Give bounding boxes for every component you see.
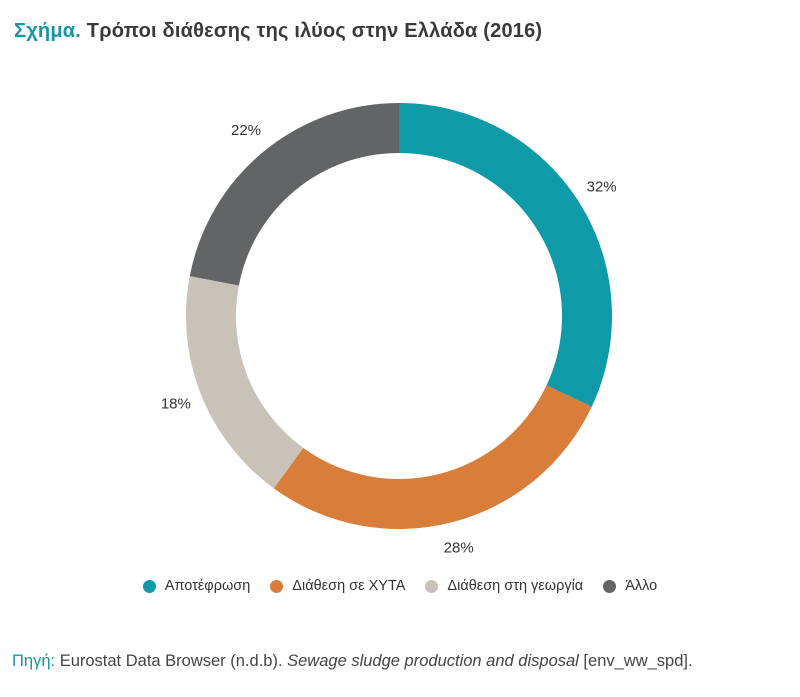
- chart-title-prefix: Σχήμα.: [14, 20, 82, 42]
- chart-title-text: Τρόποι διάθεσης της ιλύος στην Ελλάδα (2…: [86, 20, 543, 42]
- legend-item-incineration: Αποτέφρωση: [142, 578, 251, 594]
- legend-item-landfill: Διάθεση σε ΧΥΤΑ: [270, 578, 405, 594]
- chart-title: Σχήμα. Τρόποι διάθεσης της ιλύος στην Ελ…: [14, 20, 542, 43]
- donut-slice-incineration: [399, 103, 612, 407]
- legend-label-other: Άλλο: [625, 578, 658, 594]
- legend-label-incineration: Αποτέφρωση: [164, 578, 251, 594]
- legend-swatch-landfill: [270, 579, 284, 593]
- donut-slice-other: [189, 103, 399, 286]
- source-label: Πηγή:: [12, 652, 56, 670]
- source-code: [env_ww_spd].: [578, 652, 693, 670]
- source-text: Eurostat Data Browser (n.d.b).: [55, 652, 288, 670]
- data-label-other: 22%: [231, 122, 261, 139]
- legend-item-other: Άλλο: [603, 578, 657, 594]
- data-label-landfill: 28%: [444, 539, 474, 556]
- legend-label-agriculture: Διάθεση στη γεωργία: [447, 578, 584, 594]
- legend-swatch-agriculture: [425, 579, 439, 593]
- legend-label-landfill: Διάθεση σε ΧΥΤΑ: [292, 578, 406, 594]
- source-note: Πηγή: Eurostat Data Browser (n.d.b). Sew…: [12, 652, 693, 671]
- chart-legend: Αποτέφρωση Διάθεση σε ΧΥΤΑ Διάθεση στη γ…: [0, 578, 800, 594]
- legend-swatch-other: [603, 579, 617, 593]
- data-label-incineration: 32%: [587, 178, 617, 195]
- donut-slice-landfill: [273, 385, 592, 529]
- donut-slice-agriculture: [185, 276, 304, 489]
- source-title: Sewage sludge production and disposal: [287, 652, 579, 670]
- donut-chart: 32% 28% 18% 22%: [161, 103, 617, 556]
- legend-item-agriculture: Διάθεση στη γεωργία: [425, 578, 583, 594]
- legend-swatch-incineration: [142, 579, 156, 593]
- data-label-agriculture: 18%: [161, 395, 191, 412]
